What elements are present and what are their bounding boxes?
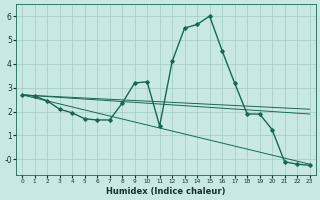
X-axis label: Humidex (Indice chaleur): Humidex (Indice chaleur) bbox=[106, 187, 226, 196]
